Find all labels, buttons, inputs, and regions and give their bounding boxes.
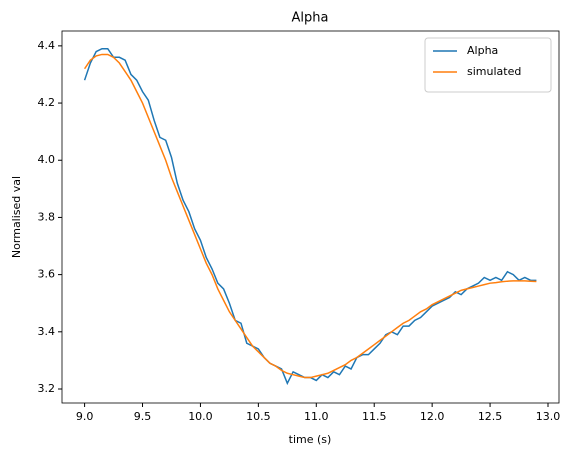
x-tick-label: 9.5	[134, 410, 152, 423]
legend-label: simulated	[467, 65, 521, 78]
line-series	[83, 53, 537, 379]
x-tick-label: 9.0	[76, 410, 94, 423]
x-axis-label: time (s)	[289, 433, 332, 446]
y-axis-label: Normalised val	[10, 176, 23, 258]
x-tick-label: 10.5	[246, 410, 271, 423]
y-tick-label: 4.0	[38, 153, 56, 166]
x-tick-label: 11.0	[304, 410, 329, 423]
line-series	[83, 47, 537, 386]
y-tick-label: 3.2	[38, 382, 56, 395]
x-tick-label: 12.5	[478, 410, 503, 423]
chart-title: Alpha	[292, 11, 329, 26]
x-tick-label: 11.5	[362, 410, 387, 423]
x-tick-label: 13.0	[536, 410, 561, 423]
y-tick-label: 4.4	[38, 39, 56, 52]
plot-frame	[61, 30, 560, 404]
y-tick-label: 4.2	[38, 96, 56, 109]
legend-label: Alpha	[467, 44, 498, 57]
x-tick-label: 10.0	[188, 410, 213, 423]
y-tick-label: 3.6	[38, 268, 56, 281]
y-tick-label: 3.4	[38, 325, 56, 338]
x-tick-label: 12.0	[420, 410, 445, 423]
y-tick-label: 3.8	[38, 210, 56, 223]
